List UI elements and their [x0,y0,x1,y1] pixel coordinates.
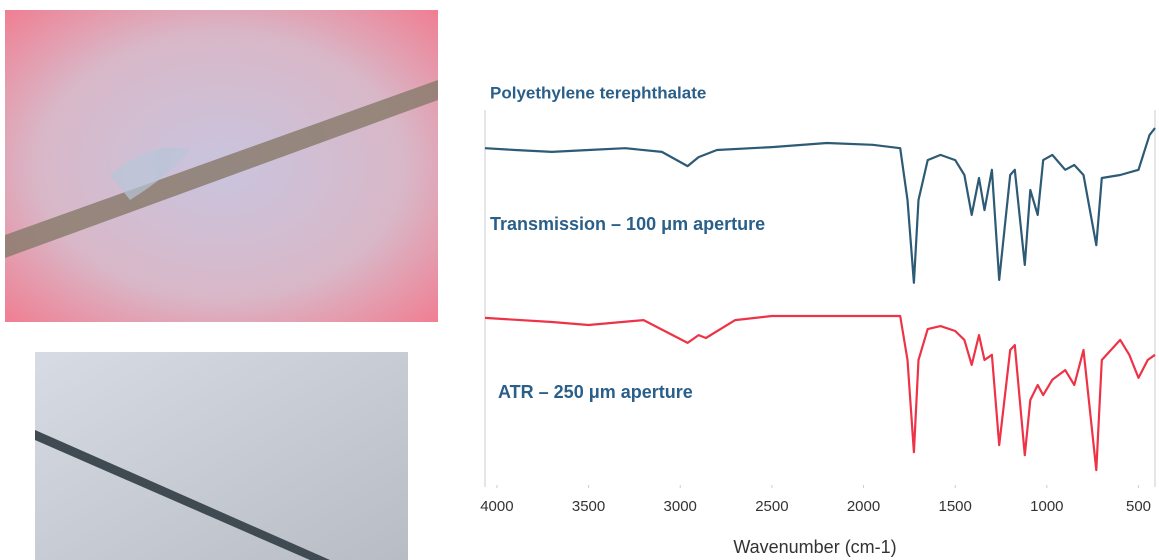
x-tick-label: 1000 [1030,498,1063,515]
x-tick-label: 1500 [939,498,972,515]
series-label: ATR – 250 μm aperture [498,382,693,402]
x-tick-label: 4000 [480,498,513,515]
figure: Polyethylene terephthalate Transmission … [0,0,1159,560]
series-label: Transmission – 100 μm aperture [490,214,765,234]
page: {"chart_data": {"type": "line", "title":… [0,0,1159,560]
x-axis-title: Wavenumber (cm-1) [733,537,896,557]
photo-fiber-top [5,10,438,322]
x-tick-label: 2500 [755,498,788,515]
x-tick-label: 3000 [664,498,697,515]
x-tick-label: 500 [1126,498,1151,515]
photo-fiber-bottom [35,352,408,560]
x-tick-label: 3500 [572,498,605,515]
spectrum-line [485,128,1155,283]
chart-title: Polyethylene terephthalate [490,83,706,102]
x-tick-label: 2000 [847,498,880,515]
